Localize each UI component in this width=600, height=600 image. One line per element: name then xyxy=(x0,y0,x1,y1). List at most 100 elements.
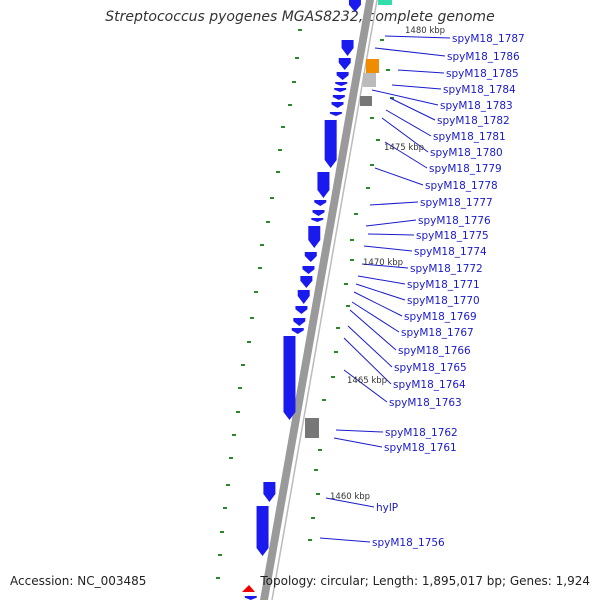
cds-arrow xyxy=(336,72,349,80)
cds-arrow xyxy=(334,88,347,92)
gene-labels: spyM18_1787 spyM18_1786 spyM18_1785 spyM18_… xyxy=(372,33,525,549)
gc-tick xyxy=(350,259,354,261)
gc-tick xyxy=(266,221,270,223)
genome-backbone-inner xyxy=(271,0,378,600)
gene-label: spyM18_1772 xyxy=(410,263,483,275)
label-connector xyxy=(351,301,400,333)
label-connector xyxy=(371,89,439,106)
gene-label: spyM18_1776 xyxy=(418,215,491,227)
gc-tick xyxy=(220,531,224,533)
label-connector xyxy=(391,84,442,90)
gc-tick xyxy=(314,469,318,471)
gc-tick xyxy=(226,484,230,486)
gc-tick xyxy=(354,213,358,215)
gene-label: hylP xyxy=(376,502,398,514)
label-connectors xyxy=(319,35,451,543)
gc-tick xyxy=(218,554,222,556)
label-connector xyxy=(397,69,445,74)
gc-tick xyxy=(346,305,350,307)
gene-label: spyM18_1787 xyxy=(452,33,525,45)
cds-arrow xyxy=(329,112,342,116)
gene-label: spyM18_1769 xyxy=(404,311,477,323)
gc-tick xyxy=(292,81,296,83)
gene-label: spyM18_1778 xyxy=(425,180,498,192)
genome-backbone xyxy=(260,0,374,600)
gc-tick xyxy=(236,411,240,413)
gc-tick xyxy=(247,341,251,343)
accession-text: Accession: NC_003485 xyxy=(10,574,147,588)
gene-label: spyM18_1766 xyxy=(398,345,471,357)
label-connector xyxy=(381,117,429,153)
gc-tick xyxy=(370,117,374,119)
gene-label: spyM18_1762 xyxy=(385,427,458,439)
scale-label: 1480 kbp xyxy=(405,26,445,36)
gc-tick xyxy=(238,387,242,389)
gene-label: spyM18_1783 xyxy=(440,100,513,112)
gc-tick xyxy=(276,171,280,173)
gene-label: spyM18_1781 xyxy=(433,131,506,143)
rna-feature-teal xyxy=(378,0,392,5)
gene-label: spyM18_1765 xyxy=(394,362,467,374)
label-connector xyxy=(353,291,403,317)
gene-label: spyM18_1782 xyxy=(437,115,510,127)
label-connector xyxy=(363,245,413,252)
gc-tick xyxy=(318,449,322,451)
gc-tick xyxy=(281,126,285,128)
gc-tick xyxy=(250,317,254,319)
cds-arrow xyxy=(297,290,310,304)
label-connector xyxy=(333,437,383,448)
label-connector xyxy=(367,233,415,236)
cds-arrow xyxy=(314,200,327,206)
gene-label: spyM18_1786 xyxy=(447,51,520,63)
gc-tick xyxy=(278,149,282,151)
gc-tick xyxy=(331,376,335,378)
rna-feature-light xyxy=(363,73,376,87)
rna-feature-grey xyxy=(360,96,372,106)
gc-tick xyxy=(336,327,340,329)
cds-arrow xyxy=(338,58,351,70)
rna-feature-grey xyxy=(305,418,319,438)
label-connector xyxy=(319,537,371,543)
scale-label: 1475 kbp xyxy=(384,143,424,153)
label-connector xyxy=(343,369,388,403)
gc-tick xyxy=(216,577,220,579)
gc-skew-track xyxy=(216,29,394,579)
scale-label: 1470 kbp xyxy=(363,258,403,268)
label-connector xyxy=(325,497,375,508)
cds-arrow xyxy=(302,266,315,274)
label-connector xyxy=(357,275,406,285)
gc-tick xyxy=(241,364,245,366)
label-connector xyxy=(347,325,393,368)
gene-label: spyM18_1770 xyxy=(407,295,480,307)
genome-summary-text: Topology: circular; Length: 1,895,017 bp… xyxy=(260,574,590,588)
gc-tick xyxy=(311,517,315,519)
cds-arrow xyxy=(300,276,313,288)
gc-tick xyxy=(334,351,338,353)
gc-tick xyxy=(308,539,312,541)
gene-label: spyM18_1780 xyxy=(430,147,503,159)
scale-labels: 1480 kbp 1475 kbp 1470 kbp 1465 kbp 1460 kbp xyxy=(330,26,445,502)
label-connector xyxy=(369,201,419,206)
gc-tick xyxy=(223,507,227,509)
origin-marker xyxy=(242,585,255,592)
gc-tick xyxy=(366,187,370,189)
cds-arrow xyxy=(311,218,324,222)
label-connector xyxy=(374,167,424,186)
gc-tick xyxy=(344,283,348,285)
label-connector xyxy=(384,35,451,39)
gc-tick xyxy=(229,457,233,459)
cds-arrow xyxy=(335,82,348,86)
cds-arrow xyxy=(244,596,257,600)
gc-tick xyxy=(298,29,302,31)
gene-label: spyM18_1774 xyxy=(414,246,487,258)
gc-tick xyxy=(390,97,394,99)
label-connector xyxy=(343,337,392,385)
cds-arrow xyxy=(291,328,304,334)
label-connector xyxy=(374,47,446,57)
gene-label: spyM18_1784 xyxy=(443,84,516,96)
scale-label: 1460 kbp xyxy=(330,492,370,502)
gc-tick xyxy=(260,244,264,246)
cds-arrow xyxy=(283,336,296,420)
label-connector xyxy=(389,97,436,121)
cds-arrow xyxy=(317,172,330,198)
